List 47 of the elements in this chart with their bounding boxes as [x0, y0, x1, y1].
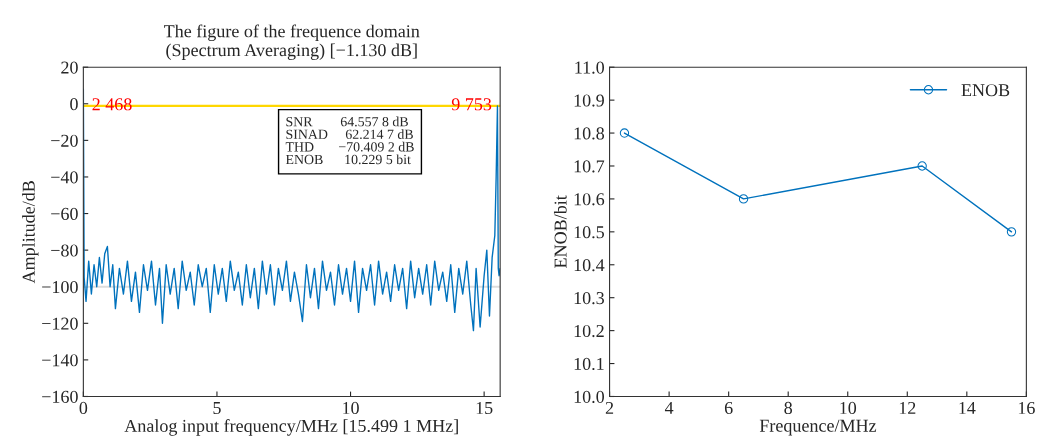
- y-tick-label: 10.4: [574, 259, 605, 272]
- x-tick-label: 10: [343, 401, 359, 415]
- y-tick-label: 10.5: [574, 226, 604, 239]
- y-tick-label: −140: [42, 354, 78, 367]
- y-tick-label: 10.3: [574, 291, 604, 305]
- y-tick-label: 10.6: [574, 193, 605, 206]
- y-tick-label: −120: [42, 317, 78, 330]
- y-tick-label: −100: [42, 280, 78, 294]
- y-tick-label: 20: [61, 61, 78, 74]
- x-tick-label: 5: [213, 402, 221, 415]
- x-tick-label: 14: [959, 401, 976, 414]
- y-axis-title: ENOB/bit: [553, 195, 567, 268]
- chart-title: The figure of the frequence domain (Spectrum Averaging) [−1.130 dB]: [164, 24, 420, 60]
- point: [917, 161, 927, 171]
- y-tick-label: −80: [51, 244, 78, 257]
- x-tick-label: 16: [1018, 401, 1035, 415]
- x-tick-label: 4: [664, 401, 674, 414]
- y-tick-label: 10.8: [574, 127, 605, 140]
- x-tick-label: 8: [784, 401, 793, 415]
- annotation: SINAD 62.214 7 dB: [286, 129, 413, 140]
- y-tick-label: −160: [42, 390, 78, 403]
- y-tick-label: −60: [51, 207, 78, 220]
- x-tick-label: 0: [79, 401, 88, 415]
- point: [1006, 227, 1017, 237]
- y-tick-label: −40: [51, 171, 78, 184]
- annotation: THD −70.409 2 dB: [285, 141, 414, 152]
- legend-label: ENOB: [961, 84, 1010, 97]
- point: [619, 128, 630, 138]
- y-tick-label: 10.1: [574, 357, 604, 371]
- x-tick-label: 2: [605, 401, 614, 414]
- y-tick-label: 0: [70, 98, 78, 111]
- x-axis-title: Analog input frequency/MHz [15.499 1 MHz]: [124, 419, 458, 436]
- y-tick-label: 11.0: [575, 61, 605, 74]
- annotation: ENOB 10.229 5 bit: [285, 154, 411, 165]
- x-axis-title: Frequence/MHz: [759, 419, 877, 436]
- y-axis-title: Amplitude/dB: [22, 181, 39, 284]
- y-tick-label: 10.9: [574, 94, 604, 107]
- x-tick-label: 10: [840, 401, 857, 415]
- y-tick-label: 10.2: [574, 324, 604, 338]
- x-tick-label: 12: [899, 401, 916, 414]
- y-tick-label: 10.0: [574, 390, 605, 403]
- x-tick-label: 6: [724, 401, 733, 415]
- annotation: SNR 64.557 8 dB: [286, 116, 408, 127]
- y-tick-label: −20: [51, 134, 78, 147]
- point: [738, 194, 749, 204]
- x-tick-label: 15: [476, 401, 493, 415]
- y-tick-label: 10.7: [574, 160, 605, 173]
